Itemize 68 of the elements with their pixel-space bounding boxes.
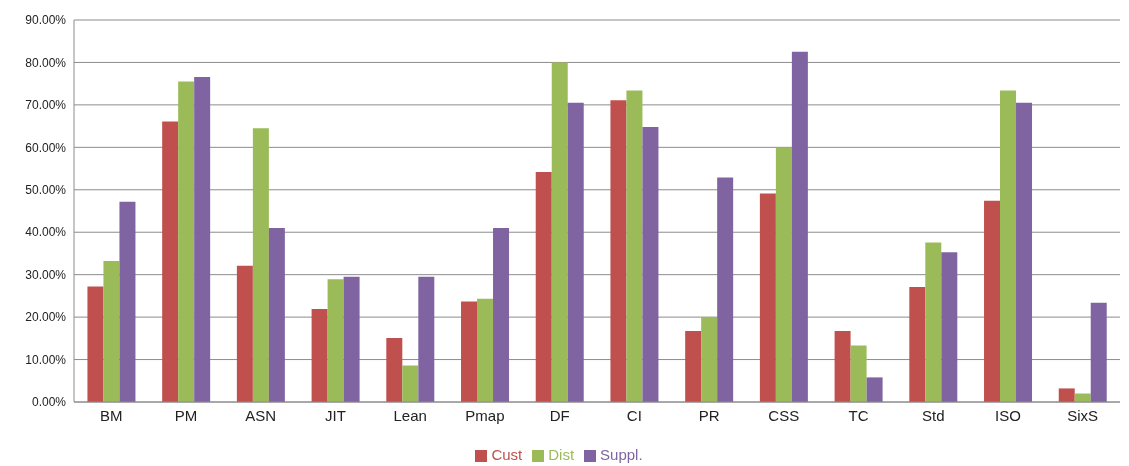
bar bbox=[236, 265, 253, 402]
bar bbox=[402, 365, 419, 402]
bar bbox=[1090, 302, 1107, 402]
bar bbox=[386, 337, 403, 402]
y-tick-label: 10.00% bbox=[25, 352, 67, 367]
x-tick-label: SixS bbox=[1067, 406, 1099, 424]
bar bbox=[984, 200, 1001, 402]
x-tick-label: PM bbox=[174, 406, 198, 424]
bar bbox=[1058, 388, 1075, 402]
y-tick-label: 80.00% bbox=[25, 55, 67, 70]
bar bbox=[252, 128, 269, 402]
x-tick-label: Lean bbox=[393, 406, 427, 424]
x-tick-label: JIT bbox=[325, 406, 346, 424]
bar bbox=[850, 345, 867, 402]
bar bbox=[87, 286, 104, 402]
y-tick-label: 20.00% bbox=[25, 310, 67, 325]
bar bbox=[866, 377, 883, 402]
bar bbox=[1000, 90, 1017, 402]
x-tick-label: ISO bbox=[995, 406, 1021, 424]
bar bbox=[162, 121, 179, 402]
bar bbox=[834, 331, 851, 402]
bar bbox=[551, 62, 568, 402]
bar bbox=[909, 286, 926, 402]
bar bbox=[493, 227, 510, 402]
y-tick-label: 70.00% bbox=[25, 98, 67, 113]
x-tick-label: TC bbox=[848, 406, 869, 424]
bar bbox=[775, 147, 792, 402]
x-tick-label: CI bbox=[626, 406, 642, 424]
y-tick-label: 30.00% bbox=[25, 267, 67, 282]
legend-label: Cust bbox=[491, 446, 523, 463]
bar bbox=[311, 309, 328, 402]
bar bbox=[327, 279, 344, 402]
y-tick-label: 50.00% bbox=[25, 183, 67, 198]
bar bbox=[610, 100, 627, 402]
x-tick-label: PR bbox=[698, 406, 720, 424]
bar bbox=[626, 90, 643, 402]
legend-label: Dist bbox=[548, 446, 575, 463]
bar bbox=[791, 51, 808, 402]
y-tick-label: 40.00% bbox=[25, 225, 67, 240]
bar bbox=[701, 317, 718, 402]
bar bbox=[194, 76, 211, 402]
x-tick-label: BM bbox=[100, 406, 123, 424]
y-tick-label: 60.00% bbox=[25, 140, 67, 155]
bar bbox=[925, 242, 942, 402]
x-tick-label: ASN bbox=[245, 406, 277, 424]
x-tick-label: Std bbox=[921, 406, 945, 424]
legend-label: Suppl. bbox=[600, 446, 643, 463]
bar bbox=[461, 301, 478, 402]
bar bbox=[103, 261, 120, 402]
bar bbox=[717, 177, 734, 402]
bar bbox=[178, 81, 195, 402]
bar bbox=[119, 201, 136, 402]
bar bbox=[567, 102, 584, 402]
bar bbox=[535, 171, 552, 402]
x-tick-label: CSS bbox=[768, 406, 800, 424]
x-tick-label: Pmap bbox=[465, 406, 505, 424]
bar bbox=[685, 331, 702, 402]
y-tick-label: 0.00% bbox=[31, 395, 67, 410]
y-tick-label: 90.00% bbox=[25, 13, 67, 28]
x-tick-label: DF bbox=[549, 406, 570, 424]
bar bbox=[477, 298, 494, 402]
bar bbox=[343, 276, 360, 402]
bar bbox=[1016, 102, 1033, 402]
bar bbox=[759, 193, 776, 402]
bar bbox=[642, 126, 659, 402]
bar bbox=[941, 252, 958, 402]
bar bbox=[268, 227, 285, 402]
bar bbox=[418, 276, 435, 402]
